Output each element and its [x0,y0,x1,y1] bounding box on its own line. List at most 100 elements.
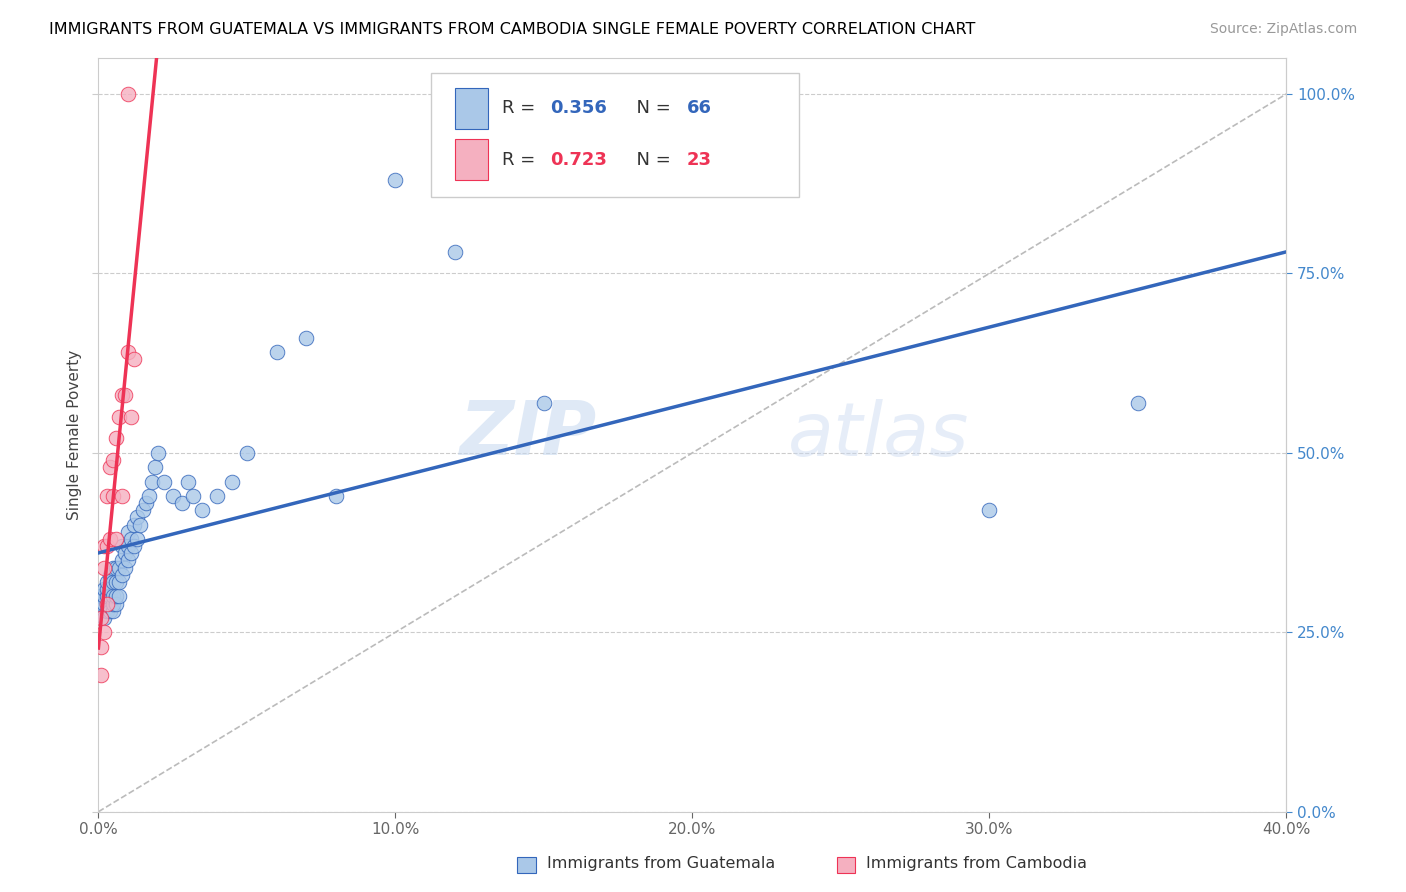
Point [114,560,136,574]
Text: Immigrants from Guatemala: Immigrants from Guatemala [547,856,775,871]
Point [96,489,118,503]
Point [96,539,118,553]
Point [111,388,134,402]
Point [114,546,136,560]
Point [103,574,125,589]
Point [122,539,145,553]
Point [129,517,152,532]
Point [103,560,125,574]
Point [117,553,139,567]
Text: 23: 23 [686,151,711,169]
Point [105,597,128,611]
Y-axis label: Single Female Poverty: Single Female Poverty [66,350,82,520]
Point [96,604,118,618]
Point [93,560,115,574]
Point [96,597,118,611]
Point [236,446,259,460]
Point [111,539,134,553]
Point [93,539,115,553]
Point [146,446,169,460]
Text: IMMIGRANTS FROM GUATEMALA VS IMMIGRANTS FROM CAMBODIA SINGLE FEMALE POVERTY CORR: IMMIGRANTS FROM GUATEMALA VS IMMIGRANTS … [49,22,976,37]
Point [533,395,555,409]
Point [96,574,118,589]
Text: 66: 66 [686,100,711,118]
Point [105,432,128,446]
Point [93,590,115,604]
Point [122,517,145,532]
Point [98,532,121,546]
Point [103,590,125,604]
Point [98,567,121,582]
Point [183,489,205,503]
Point [98,590,121,604]
Point [98,582,121,597]
Point [105,560,128,574]
Point [96,590,118,604]
Point [96,597,118,611]
Point [205,489,228,503]
Point [125,532,148,546]
Point [111,553,134,567]
Point [90,604,112,618]
Point [108,560,131,574]
Point [98,604,121,618]
Point [170,496,193,510]
Point [120,546,142,560]
Point [90,611,112,625]
Point [979,503,1001,517]
Text: R =: R = [502,151,541,169]
Point [384,173,406,187]
Point [141,475,163,489]
FancyBboxPatch shape [432,73,800,197]
Text: ZIP: ZIP [460,399,598,471]
Point [122,352,145,367]
Point [120,532,142,546]
Point [117,539,139,553]
Point [105,532,128,546]
Text: N =: N = [624,151,676,169]
Text: 0.723: 0.723 [550,151,607,169]
Point [162,489,184,503]
Point [93,625,115,640]
Point [138,489,160,503]
Point [111,489,134,503]
Point [191,503,214,517]
Point [93,597,115,611]
Point [125,510,148,524]
Point [221,475,243,489]
Text: 0.356: 0.356 [550,100,607,118]
Point [90,668,112,682]
Point [108,574,131,589]
Point [1126,395,1149,409]
Point [176,475,198,489]
Text: N =: N = [624,100,676,118]
Point [325,489,347,503]
Point [103,489,125,503]
Bar [456,87,488,129]
Point [152,475,174,489]
Point [143,460,166,475]
Point [90,640,112,654]
Point [103,597,125,611]
Point [135,496,157,510]
Text: R =: R = [502,100,541,118]
Point [114,388,136,402]
Point [295,331,318,345]
Bar [456,139,488,180]
Point [98,460,121,475]
Point [90,590,112,604]
Point [105,590,128,604]
Point [103,604,125,618]
Point [120,409,142,424]
Point [111,567,134,582]
Point [93,611,115,625]
Point [108,409,131,424]
Point [117,345,139,359]
Point [93,582,115,597]
Text: Immigrants from Cambodia: Immigrants from Cambodia [866,856,1087,871]
Point [90,597,112,611]
Point [105,574,128,589]
Text: atlas: atlas [787,399,969,471]
Point [132,503,155,517]
Point [117,524,139,539]
